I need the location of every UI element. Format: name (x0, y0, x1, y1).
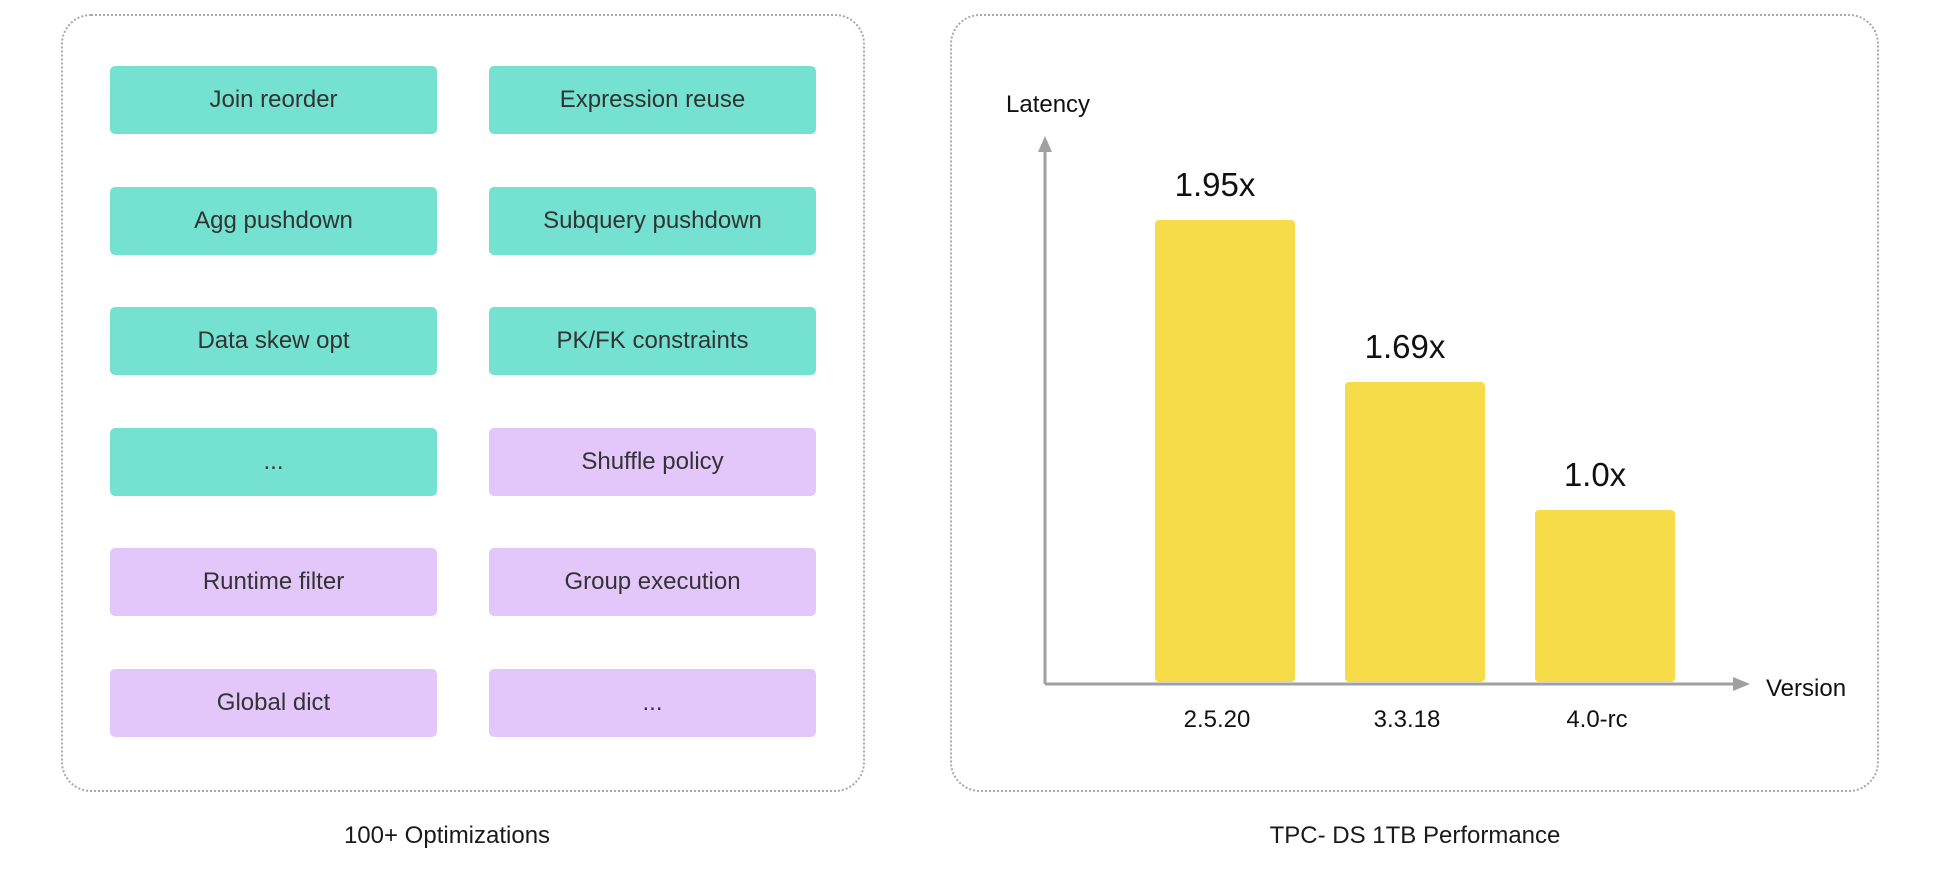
x-tick-label: 4.0-rc (1566, 706, 1627, 733)
chart-panel (950, 14, 1879, 792)
optimization-item: PK/FK constraints (489, 307, 816, 375)
bar (1155, 220, 1295, 682)
optimization-item: Shuffle policy (489, 428, 816, 496)
x-axis-label: Version (1766, 675, 1846, 702)
chart-title: TPC- DS 1TB Performance (1269, 822, 1561, 849)
x-tick-label: 2.5.20 (1184, 706, 1251, 733)
bar-data-label: 1.95x (1175, 166, 1256, 203)
y-axis-label: Latency (1006, 91, 1090, 118)
optimization-item: Data skew opt (110, 307, 437, 375)
optimization-item: ... (110, 428, 437, 496)
optimization-item: Expression reuse (489, 66, 816, 134)
optimizations-panel (61, 14, 865, 792)
optimizations-caption: 100+ Optimizations (343, 822, 551, 849)
bar (1345, 382, 1485, 682)
x-tick-label: 3.3.18 (1374, 706, 1441, 733)
optimization-item: ... (489, 669, 816, 737)
optimization-item: Subquery pushdown (489, 187, 816, 255)
x-axis-arrow-icon (1733, 677, 1750, 691)
optimization-item: Global dict (110, 669, 437, 737)
bar-data-label: 1.69x (1365, 328, 1446, 365)
optimization-item: Join reorder (110, 66, 437, 134)
bar (1535, 510, 1675, 682)
optimization-item: Group execution (489, 548, 816, 616)
y-axis-arrow-icon (1038, 136, 1052, 152)
bar-data-label: 1.0x (1564, 456, 1627, 493)
optimization-item: Runtime filter (110, 548, 437, 616)
optimization-item: Agg pushdown (110, 187, 437, 255)
